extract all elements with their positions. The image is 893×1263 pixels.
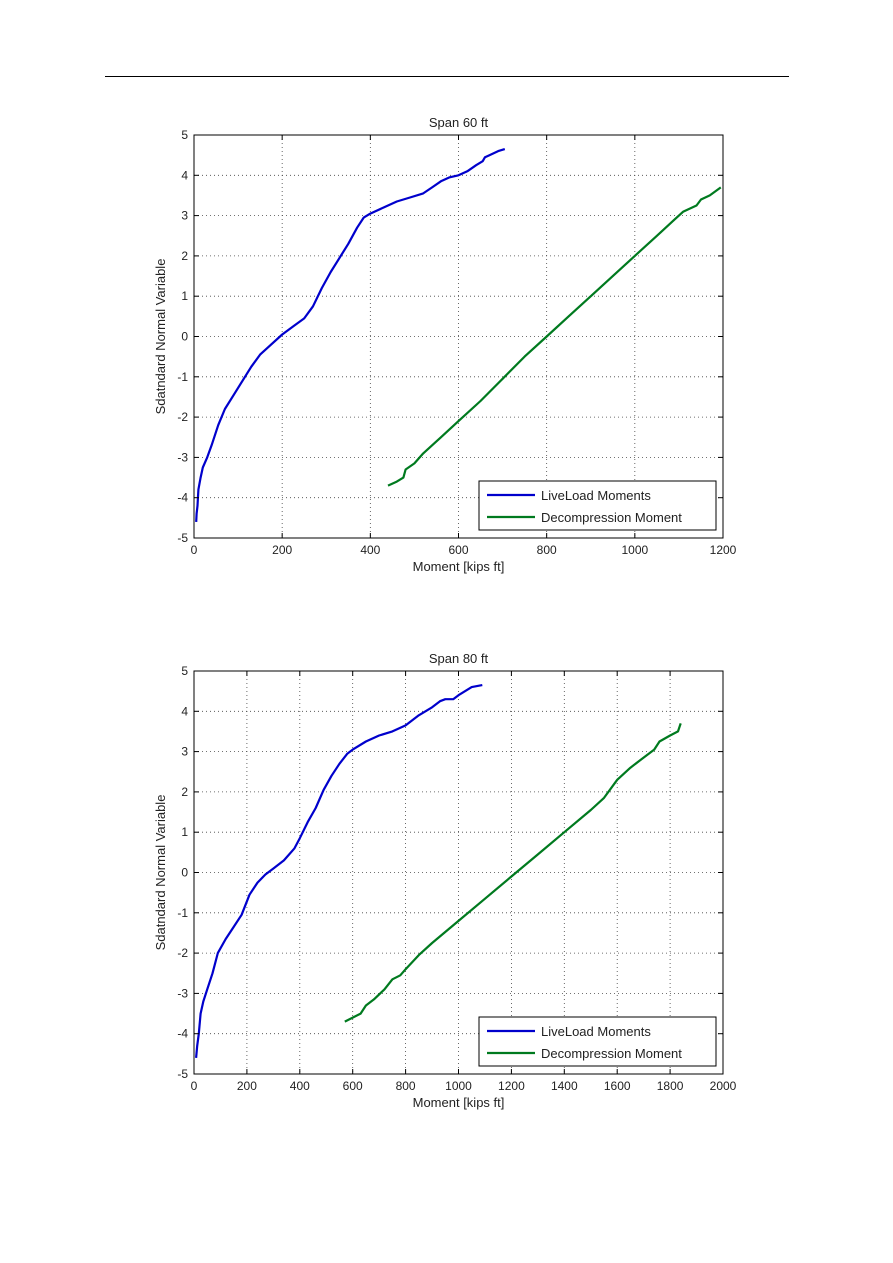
y-tick-label: -5 [177,1067,188,1081]
chart-title: Span 60 ft [429,115,489,130]
legend-label: LiveLoad Moments [541,488,651,503]
x-tick-label: 600 [448,543,468,557]
y-axis-label: Sdatndard Normal Variable [153,259,168,415]
x-tick-label: 2000 [710,1079,737,1093]
x-tick-label: 0 [191,1079,198,1093]
x-tick-label: 400 [360,543,380,557]
y-tick-label: -3 [177,986,188,1000]
series-line-liveload [195,684,483,1058]
x-tick-label: 200 [272,543,292,557]
x-tick-label: 1000 [445,1079,472,1093]
x-tick-label: 1200 [710,543,737,557]
y-tick-label: -3 [177,450,188,464]
y-tick-label: -1 [177,906,188,920]
y-tick-label: 4 [181,704,188,718]
y-tick-label: 0 [181,866,188,880]
y-tick-label: 3 [181,745,188,759]
legend-box [478,1016,717,1067]
y-axis-label: Sdatndard Normal Variable [153,795,168,951]
series-line-liveload [195,148,506,522]
x-tick-label: 1400 [551,1079,578,1093]
x-tick-label: 600 [343,1079,363,1093]
series-line-decompression [387,186,722,487]
x-tick-label: 800 [396,1079,416,1093]
y-tick-label: 4 [181,168,188,182]
y-tick-label: -4 [177,1027,188,1041]
x-axis-label: Moment [kips ft] [413,559,505,574]
y-tick-label: -2 [177,410,188,424]
page-header-rule [105,76,789,77]
legend-box [478,480,717,531]
y-tick-label: -1 [177,370,188,384]
y-tick-label: 1 [181,289,188,303]
y-tick-label: -5 [177,531,188,545]
y-tick-label: 0 [181,330,188,344]
x-tick-label: 200 [237,1079,257,1093]
y-tick-label: 5 [181,664,188,678]
legend-label: LiveLoad Moments [541,1024,651,1039]
y-tick-label: -4 [177,491,188,505]
x-tick-label: 1000 [621,543,648,557]
x-tick-label: 400 [290,1079,310,1093]
x-tick-label: 0 [191,543,198,557]
y-tick-label: 2 [181,249,188,263]
x-tick-label: 1600 [604,1079,631,1093]
chart-span-60: 0 200 400 600 800 1000 1200 5 4 3 2 1 0 -1 -2 -3 -4 -5 Spa… [153,115,737,574]
chart-title: Span 80 ft [429,651,489,666]
x-tick-label: 800 [537,543,557,557]
legend-label: Decompression Moment [541,510,682,525]
y-tick-label: 2 [181,785,188,799]
y-tick-label: -2 [177,946,188,960]
y-tick-label: 3 [181,209,188,223]
chart-span-80: 0 200 400 600 800 1000 1200 1400 1600 1800 2000 5 4 3… [153,651,737,1110]
legend-label: Decompression Moment [541,1046,682,1061]
x-tick-label: 1800 [657,1079,684,1093]
x-axis-label: Moment [kips ft] [413,1095,505,1110]
x-tick-label: 1200 [498,1079,525,1093]
y-tick-label: 1 [181,825,188,839]
series-line-decompression [344,723,682,1023]
y-tick-label: 5 [181,128,188,142]
